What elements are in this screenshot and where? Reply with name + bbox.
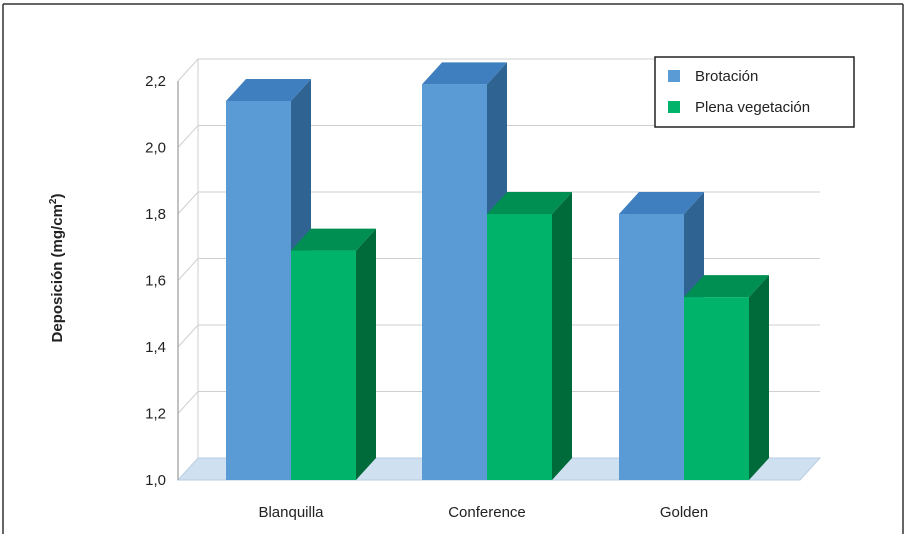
bar-front xyxy=(291,250,356,480)
y-tick-label: 2,0 xyxy=(145,140,166,157)
y-tick-label: 1,2 xyxy=(145,406,166,423)
y-tick-label: 2,2 xyxy=(145,73,166,90)
bar xyxy=(487,192,572,480)
bar-front xyxy=(422,84,487,480)
bar-top xyxy=(619,192,704,214)
bars-layer xyxy=(226,62,769,480)
y-tick-label: 1,0 xyxy=(145,472,166,489)
y-axis-label-superscript: 2 xyxy=(48,198,59,204)
bar-side xyxy=(356,228,376,480)
x-tick-label: Blanquilla xyxy=(258,504,324,521)
x-tick-label: Conference xyxy=(448,504,526,521)
axis-layer: 1,0 1,2 1,4 1,6 1,8 2,0 2,2 xyxy=(145,73,179,489)
legend-swatch-plena-vegetacion xyxy=(668,101,680,113)
bar-side xyxy=(749,275,769,480)
y-tick-label: 1,8 xyxy=(145,206,166,223)
grid-layer xyxy=(177,58,820,458)
bar-top xyxy=(226,78,311,101)
legend-label-plena-vegetacion: Plena vegetación xyxy=(695,99,810,116)
y-axis-label: Deposición (mg/cm2) xyxy=(48,194,66,343)
legend-swatch-brotacion xyxy=(668,70,680,82)
bar-top xyxy=(684,275,769,298)
bar-side xyxy=(552,192,572,480)
legend: Brotación Plena vegetación xyxy=(654,56,855,128)
bar xyxy=(291,228,376,480)
y-tick-label: 1,4 xyxy=(145,339,166,356)
x-tick-label: Golden xyxy=(660,504,708,521)
bar-top xyxy=(422,62,507,85)
y-axis-label-end: ) xyxy=(49,194,66,199)
bar-front xyxy=(684,297,749,480)
bar-front xyxy=(619,214,684,480)
y-axis-label-main: Deposición (mg/cm xyxy=(49,204,66,342)
y-tick-label: 1,6 xyxy=(145,273,166,290)
bar-front xyxy=(487,214,552,480)
bar-top xyxy=(291,228,376,251)
bar xyxy=(684,275,769,480)
legend-label-brotacion: Brotación xyxy=(695,68,758,85)
legend-box xyxy=(654,56,855,128)
category-labels: Blanquilla Conference Golden xyxy=(258,504,708,521)
bar-front xyxy=(226,100,291,480)
bar-top xyxy=(487,192,572,214)
